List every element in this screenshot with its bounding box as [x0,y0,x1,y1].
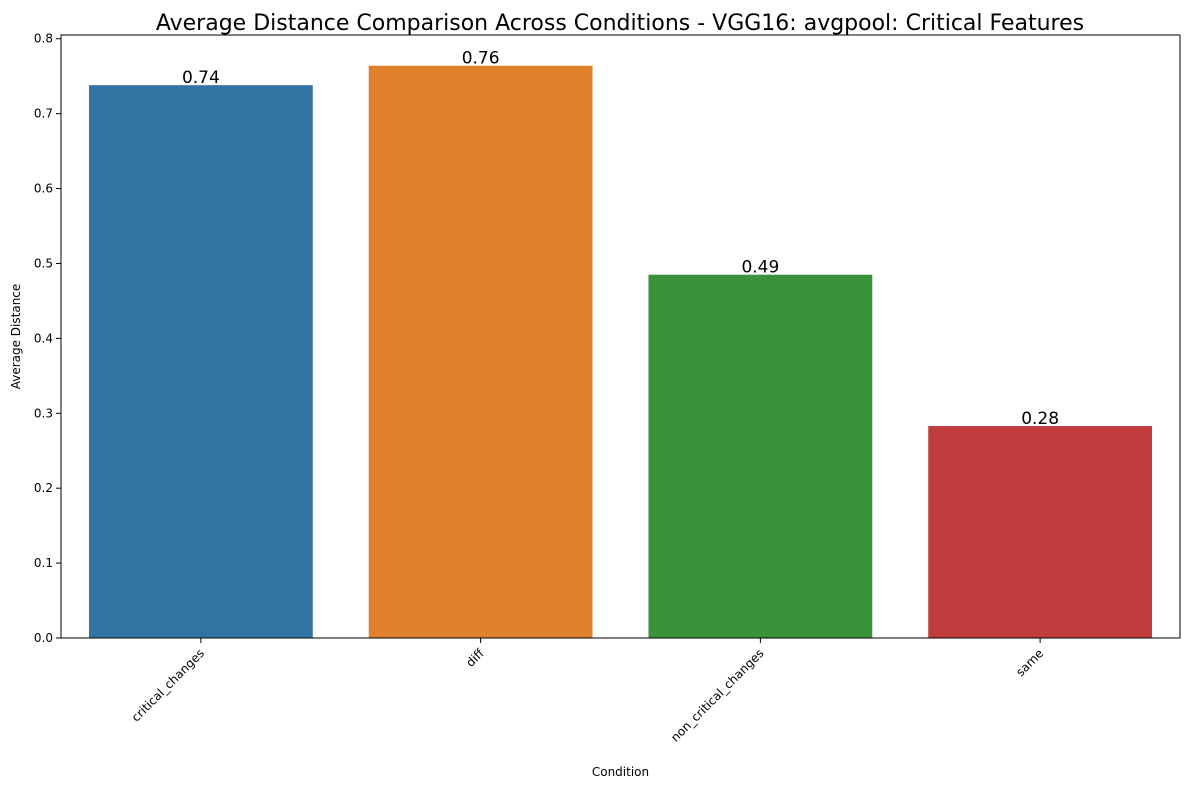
y-tick-label: 0.4 [34,331,53,345]
y-tick-label: 0.8 [34,32,53,46]
y-tick-label: 0.6 [34,182,53,196]
bars-layer [88,65,1153,639]
x-tick-label: non_critical_changes [668,646,766,744]
y-axis: 0.0 0.1 0.2 0.3 0.4 0.5 0.6 0.7 0.8 [34,32,61,645]
data-labels-layer: 0.74 0.76 0.49 0.28 [182,49,1059,429]
x-axis: critical_changes diff non_critical_changes… [129,638,1046,745]
x-tick-label: same [1013,646,1046,679]
x-tick-label: diff [463,646,487,670]
data-label-same: 0.28 [1021,409,1059,429]
data-label-critical-changes: 0.74 [182,68,220,88]
y-tick-label: 0.2 [34,481,53,495]
bar-same [928,426,1153,638]
bar-critical-changes [88,85,313,639]
y-axis-title: Average Distance [9,284,23,390]
x-axis-title: Condition [592,765,649,779]
chart-title: Average Distance Comparison Across Condi… [156,11,1084,36]
x-tick-label: critical_changes [129,646,207,724]
y-tick-label: 0.1 [34,556,53,570]
y-tick-label: 0.7 [34,107,53,121]
plot-frame [60,34,1181,639]
bar-diff [368,65,593,639]
y-tick-label: 0.3 [34,406,53,420]
data-label-non-critical-changes: 0.49 [741,258,779,278]
data-label-diff: 0.76 [462,49,500,69]
bar-non-critical-changes [648,274,873,638]
y-tick-label: 0.5 [34,256,53,270]
y-tick-label: 0.0 [34,631,53,645]
